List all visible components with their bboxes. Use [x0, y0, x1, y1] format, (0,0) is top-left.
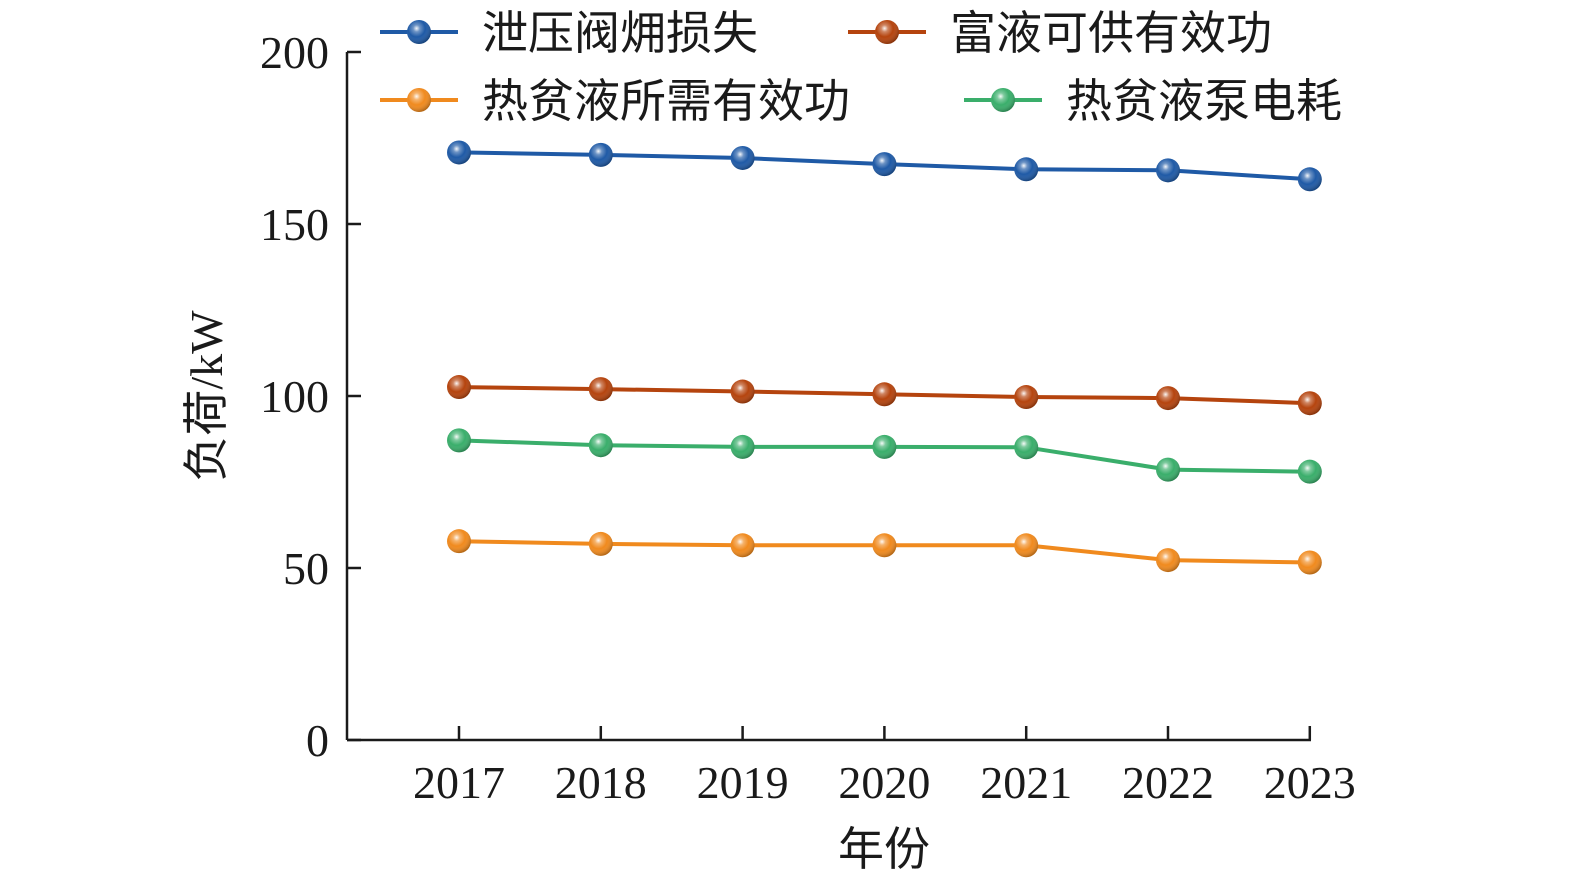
legend-item: 热贫液所需有效功	[380, 76, 850, 127]
data-point-highlight	[1156, 386, 1180, 411]
legend-label: 富液可供有效功	[950, 8, 1272, 59]
data-point-highlight	[1156, 457, 1180, 482]
data-point-highlight	[730, 379, 755, 404]
legend-label: 热贫液所需有效功	[482, 76, 850, 127]
y-tick-label: 100	[260, 371, 329, 422]
data-point-highlight	[872, 382, 897, 407]
data-point-highlight	[1156, 158, 1180, 183]
legend-label: 热贫液泵电耗	[1066, 76, 1342, 127]
legend-marker-highlight	[991, 88, 1015, 112]
y-tick-label: 150	[260, 199, 329, 250]
y-axis-title: 负荷/kW	[181, 310, 232, 482]
data-point-highlight	[588, 433, 613, 458]
x-tick-label: 2020	[838, 757, 930, 808]
data-point-highlight	[1014, 435, 1039, 460]
series-1	[447, 140, 1322, 192]
data-point-highlight	[588, 377, 613, 402]
data-point-highlight	[872, 533, 897, 558]
data-point-highlight	[1297, 550, 1322, 575]
data-point-highlight	[1297, 459, 1322, 484]
data-point-highlight	[588, 531, 613, 556]
legend-marker-highlight	[875, 20, 899, 44]
data-point-highlight	[730, 434, 755, 459]
data-point-highlight	[1297, 167, 1322, 192]
x-tick-label: 2023	[1264, 757, 1356, 808]
y-tick-label: 0	[306, 715, 329, 766]
data-point-highlight	[1156, 548, 1180, 573]
data-point-highlight	[1014, 157, 1039, 182]
axes: 0 50 100 150 200 2017 2018 2019 2020 2021 2022 202…	[181, 27, 1356, 875]
legend-item: 热贫液泵电耗	[964, 76, 1342, 127]
x-tick-label: 2017	[413, 757, 505, 808]
y-tick-label: 200	[260, 27, 329, 78]
legend-marker-highlight	[407, 20, 431, 44]
x-tick-label: 2022	[1122, 757, 1214, 808]
x-tick-label: 2018	[555, 757, 647, 808]
data-point-highlight	[1297, 391, 1322, 416]
legend-item: 富液可供有效功	[848, 8, 1272, 59]
data-point-highlight	[1014, 385, 1039, 410]
data-point-highlight	[1014, 533, 1039, 558]
x-ticks: 2017 2018 2019 2020 2021 2022 2023	[413, 726, 1356, 808]
series-3	[447, 529, 1322, 575]
legend-item: 泄压阀㶲损失	[380, 8, 758, 59]
series-2	[447, 375, 1322, 416]
y-tick-label: 50	[283, 543, 329, 594]
series-4	[447, 428, 1322, 484]
y-ticks: 0 50 100 150 200	[260, 27, 361, 766]
x-axis-title: 年份	[838, 824, 930, 875]
data-point-highlight	[447, 140, 471, 165]
data-point-highlight	[872, 434, 897, 459]
data-point-highlight	[588, 142, 613, 167]
data-point-highlight	[730, 145, 755, 170]
data-point-highlight	[447, 529, 471, 554]
legend-marker-highlight	[407, 88, 431, 112]
data-point-highlight	[730, 533, 755, 558]
data-point-highlight	[447, 375, 471, 400]
legend-label: 泄压阀㶲损失	[482, 8, 758, 59]
data-point-highlight	[447, 428, 471, 453]
x-tick-label: 2021	[980, 757, 1072, 808]
x-tick-label: 2019	[697, 757, 789, 808]
data-point-highlight	[872, 152, 897, 177]
series-group	[447, 140, 1322, 575]
